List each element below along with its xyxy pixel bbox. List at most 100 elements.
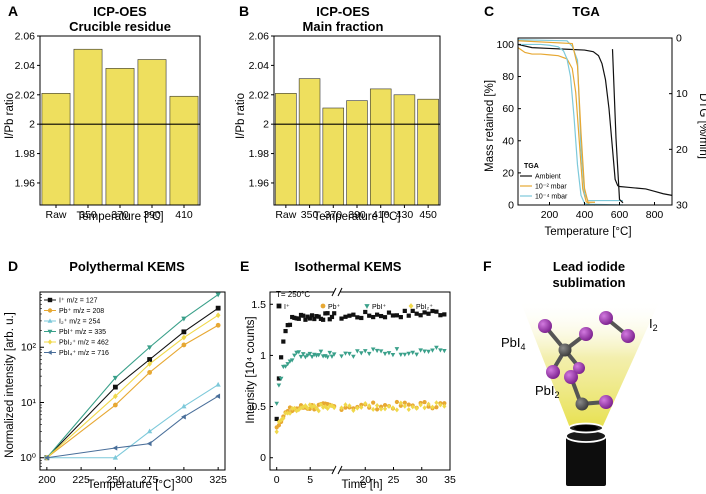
data-point bbox=[331, 352, 337, 357]
y-tick-label: 10¹ bbox=[21, 397, 37, 409]
data-point bbox=[318, 316, 324, 321]
x-tick-label: Raw bbox=[275, 209, 296, 221]
data-point bbox=[426, 349, 431, 354]
x-tick-label: 430 bbox=[396, 209, 414, 221]
y-tick-label: 2.06 bbox=[15, 31, 36, 43]
data-point bbox=[363, 309, 368, 315]
data-point bbox=[274, 416, 279, 422]
legend-swatch-marker bbox=[276, 303, 282, 309]
data-point bbox=[181, 334, 187, 341]
x-tick-label: 200 bbox=[541, 209, 559, 221]
data-point bbox=[430, 308, 435, 314]
y-tick-label: 2.02 bbox=[15, 89, 36, 101]
panel-c-legend-4mbar: 10⁻⁴ mbar bbox=[535, 194, 568, 201]
panel-a: A ICP-OES Crucible residue I/Pb ratio Te… bbox=[4, 3, 201, 223]
x-tick-label: 300 bbox=[175, 474, 193, 486]
data-point bbox=[418, 402, 423, 408]
x-tick-label: 250 bbox=[107, 474, 125, 486]
data-point bbox=[215, 312, 221, 319]
data-point bbox=[292, 315, 297, 320]
data-point bbox=[316, 353, 322, 358]
data-point bbox=[426, 311, 431, 316]
data-point bbox=[181, 329, 187, 335]
data-point bbox=[394, 407, 399, 413]
y-tick-label: 2.04 bbox=[15, 60, 36, 72]
data-point bbox=[215, 381, 221, 387]
data-point bbox=[316, 314, 321, 319]
data-point bbox=[382, 406, 388, 412]
data-point bbox=[414, 352, 419, 357]
legend-swatch-marker bbox=[47, 329, 53, 335]
bar-430 bbox=[393, 94, 416, 206]
y-tick-label: 2.02 bbox=[249, 89, 270, 101]
x-tick-label: 350 bbox=[301, 209, 319, 221]
legend-swatch-marker bbox=[320, 303, 326, 309]
data-point bbox=[329, 314, 335, 320]
data-point bbox=[422, 349, 427, 354]
data-point bbox=[294, 316, 299, 321]
legend-label: I₂⁺ m/z = 254 bbox=[59, 319, 100, 326]
data-point bbox=[112, 402, 118, 408]
panel-b-xlabel: Temperature [°C] bbox=[313, 211, 400, 223]
data-point bbox=[276, 423, 282, 428]
legend-swatch-marker bbox=[47, 308, 53, 313]
data-point bbox=[290, 314, 295, 320]
data-point bbox=[301, 313, 306, 318]
panel-d-title: Polythermal KEMS bbox=[69, 259, 185, 274]
data-point bbox=[371, 314, 376, 320]
pbi2-label: PbI2 bbox=[535, 383, 560, 400]
data-point bbox=[309, 354, 315, 360]
data-point bbox=[402, 308, 407, 313]
y-right-tick-label: 30 bbox=[676, 200, 688, 212]
data-point bbox=[367, 403, 372, 409]
data-point bbox=[434, 400, 439, 406]
x-tick-label: 275 bbox=[141, 474, 159, 486]
panel-a-xlabel: Temperature [°C] bbox=[76, 211, 163, 223]
data-point bbox=[366, 351, 372, 357]
data-point bbox=[147, 370, 153, 375]
data-point bbox=[305, 314, 310, 319]
data-point bbox=[279, 355, 284, 360]
panel-f: F Lead iodide sublimation bbox=[483, 258, 660, 486]
panel-b: B ICP-OES Main fraction I/Pb ratio Tempe… bbox=[235, 3, 441, 223]
data-point bbox=[347, 403, 352, 409]
data-point bbox=[298, 354, 304, 360]
data-point bbox=[300, 352, 306, 357]
data-point bbox=[305, 405, 310, 411]
data-point bbox=[390, 405, 396, 411]
y-tick-label: 40 bbox=[502, 135, 514, 147]
data-point bbox=[215, 322, 221, 328]
data-point bbox=[325, 355, 330, 360]
axis-break-mark bbox=[337, 465, 343, 475]
series-line-4 bbox=[517, 40, 595, 203]
data-point bbox=[410, 350, 416, 355]
bar-390 bbox=[346, 100, 368, 206]
bar-370 bbox=[105, 68, 135, 206]
panel-c-ylabel: Mass retained [%] bbox=[484, 80, 496, 172]
x-tick-label: 400 bbox=[576, 209, 594, 221]
data-point bbox=[325, 311, 330, 316]
y-tick-label: 1.96 bbox=[15, 177, 36, 189]
y-right-tick-label: 20 bbox=[676, 144, 688, 156]
legend-swatch-marker bbox=[47, 318, 53, 323]
data-point bbox=[370, 347, 376, 352]
data-point bbox=[438, 348, 443, 353]
data-point bbox=[343, 351, 348, 356]
y-tick-label: 2 bbox=[263, 119, 269, 131]
data-point bbox=[292, 405, 297, 411]
data-point bbox=[430, 404, 435, 410]
legend-label: I⁺ m/z = 127 bbox=[59, 298, 98, 305]
data-point bbox=[378, 349, 384, 354]
bar-450 bbox=[417, 98, 439, 206]
x-tick-label: 390 bbox=[348, 209, 366, 221]
data-point bbox=[281, 339, 286, 344]
data-point bbox=[287, 410, 293, 416]
x-tick-label: 600 bbox=[611, 209, 629, 221]
legend-label: Pb⁺ m/z = 208 bbox=[59, 308, 104, 315]
data-point bbox=[181, 316, 187, 322]
data-point bbox=[359, 315, 364, 321]
bar-370 bbox=[322, 107, 345, 206]
y-tick-label: 10² bbox=[21, 342, 37, 354]
panel-c-legend: TGA Ambient 10⁻² mbar 10⁻⁴ mbar bbox=[520, 163, 568, 201]
data-point bbox=[355, 349, 360, 354]
